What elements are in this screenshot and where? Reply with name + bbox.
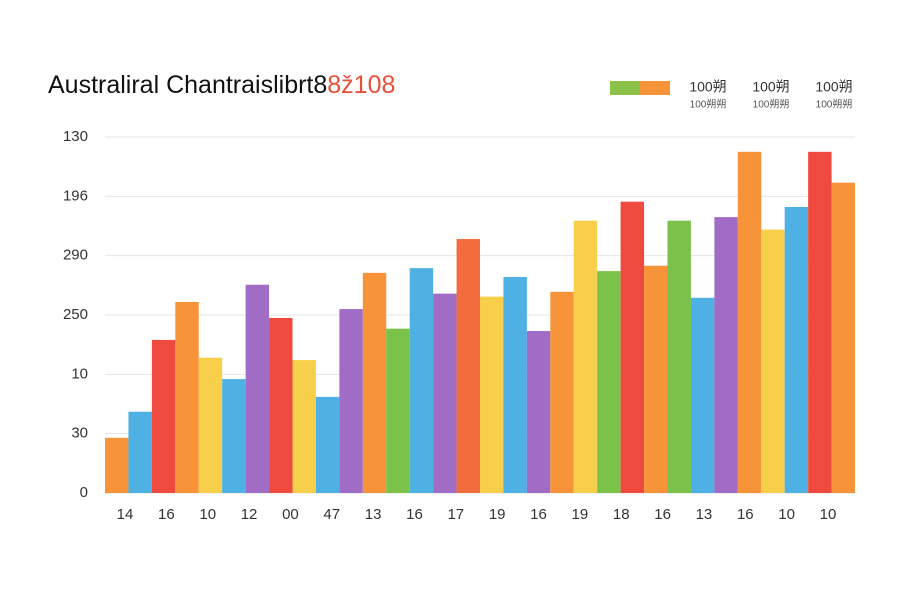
- bar: [620, 201, 645, 493]
- chart-title: Australiral Chantraislibrt88ž108: [48, 71, 395, 99]
- x-tick-label: 12: [241, 506, 258, 523]
- y-tick-label: 10: [71, 365, 88, 382]
- legend-label: 100朔: [689, 79, 726, 95]
- x-tick-label: 16: [654, 506, 671, 523]
- x-tick-label: 10: [199, 506, 216, 523]
- bar: [784, 207, 809, 493]
- bar: [175, 301, 199, 493]
- bar: [198, 357, 223, 493]
- bar: [105, 437, 129, 493]
- bar: [831, 182, 855, 494]
- y-tick-label: 130: [63, 128, 88, 145]
- x-tick-label: 13: [365, 506, 382, 523]
- x-tick-label: 18: [613, 506, 630, 523]
- y-tick-label: 290: [63, 247, 88, 264]
- bar: [480, 296, 504, 493]
- x-tick-label: 16: [406, 506, 423, 523]
- y-tick-label: 250: [63, 306, 88, 323]
- x-tick-label: 16: [158, 506, 175, 523]
- bar: [386, 328, 410, 493]
- bar: [269, 317, 293, 493]
- x-tick-label: 19: [489, 506, 506, 523]
- x-tick-label: 10: [820, 506, 837, 523]
- x-tick-label: 19: [572, 506, 589, 523]
- bar: [761, 229, 785, 493]
- x-tick-label: 13: [696, 506, 713, 523]
- bar: [808, 151, 832, 494]
- legend-label: 100朔: [752, 79, 789, 95]
- bar: [644, 265, 668, 493]
- bar: [550, 291, 574, 493]
- bar: [245, 284, 270, 493]
- y-tick-label: 196: [63, 187, 88, 204]
- bar: [292, 360, 316, 493]
- x-tick-label: 00: [282, 506, 299, 523]
- legend-sublabel: 100朔朔: [816, 98, 853, 111]
- bar: [222, 379, 246, 493]
- bar: [573, 220, 598, 493]
- bar: [151, 339, 176, 493]
- legend-swatch: [640, 81, 670, 95]
- title-main: Australiral Chantraislibrt8: [48, 71, 327, 99]
- bar: [409, 268, 434, 493]
- bar: [667, 220, 691, 493]
- legend-sublabel: 100朔朔: [753, 98, 790, 111]
- legend-swatch: [610, 81, 640, 95]
- bar: [456, 239, 480, 493]
- bar: [690, 297, 715, 493]
- bar: [362, 272, 387, 493]
- title-suffix: 8ž108: [327, 71, 395, 99]
- bar: [526, 331, 551, 493]
- legend-label: 100朔: [815, 79, 852, 95]
- bar: [597, 271, 621, 493]
- x-tick-label: 10: [778, 506, 795, 523]
- x-tick-label: 47: [323, 506, 340, 523]
- x-tick-label: 16: [530, 506, 547, 523]
- x-tick-label: 17: [447, 506, 464, 523]
- bar: [737, 151, 762, 494]
- bar: [128, 411, 152, 493]
- legend-sublabel: 100朔朔: [690, 98, 727, 111]
- y-tick-label: 0: [80, 484, 88, 501]
- bar: [503, 277, 527, 493]
- bar: [339, 309, 363, 493]
- x-tick-label: 16: [737, 506, 754, 523]
- bar: [433, 293, 457, 493]
- x-tick-label: 14: [117, 506, 134, 523]
- bar: [714, 217, 738, 493]
- y-tick-label: 30: [71, 425, 88, 442]
- bar: [315, 396, 340, 493]
